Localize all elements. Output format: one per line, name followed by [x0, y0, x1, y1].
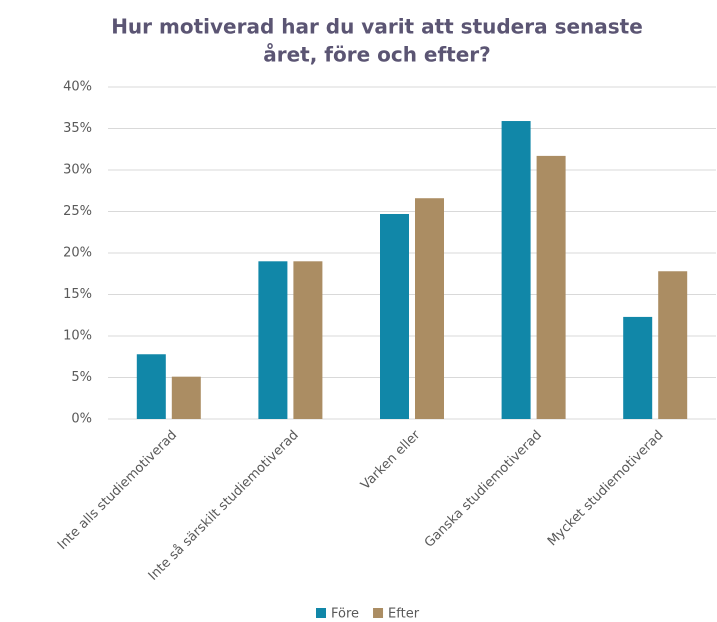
- y-tick-label: 35%: [63, 121, 92, 136]
- x-tick-label: Varken eller: [358, 427, 424, 493]
- bar: [258, 261, 288, 419]
- chart-title: året, före och efter?: [263, 43, 491, 67]
- bar: [623, 316, 653, 419]
- legend-swatch: [316, 608, 326, 618]
- y-tick-label: 0%: [71, 412, 92, 427]
- bar: [171, 376, 201, 419]
- y-tick-label: 5%: [71, 370, 92, 385]
- bar: [415, 198, 444, 419]
- bar: [380, 213, 409, 419]
- x-tick-label: Inte så särskilt studiemotiverad: [146, 428, 302, 584]
- bar: [501, 121, 531, 419]
- bar: [658, 271, 688, 419]
- y-tick-label: 40%: [63, 80, 92, 95]
- y-tick-label: 25%: [63, 204, 92, 219]
- bar: [136, 354, 166, 419]
- x-tick-label: Inte alls studiemotiverad: [55, 428, 180, 553]
- x-tick-label: Ganska studiemotiverad: [422, 428, 545, 551]
- bar: [536, 155, 566, 419]
- chart-title: Hur motiverad har du varit att studera s…: [111, 15, 643, 39]
- x-tick-label: Mycket studiemotiverad: [545, 428, 667, 550]
- y-tick-label: 10%: [63, 329, 92, 344]
- legend-swatch: [373, 608, 384, 618]
- bar: [293, 261, 323, 419]
- y-tick-label: 30%: [63, 163, 92, 178]
- legend-label: Efter: [388, 607, 420, 622]
- legend-label: Före: [331, 607, 359, 622]
- y-tick-label: 15%: [63, 287, 92, 302]
- y-tick-label: 20%: [63, 246, 92, 261]
